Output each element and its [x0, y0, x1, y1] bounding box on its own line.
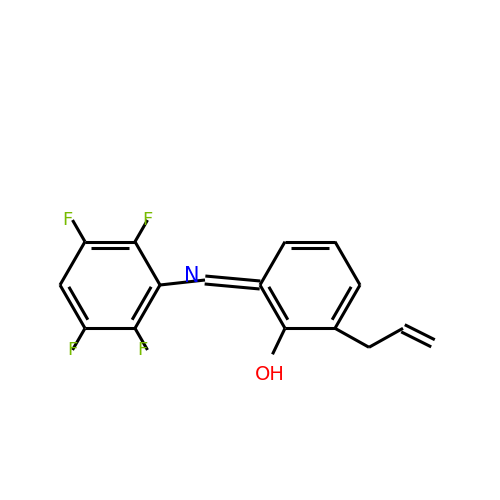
Text: OH: OH — [255, 366, 285, 384]
Text: F: F — [138, 341, 147, 359]
Text: F: F — [142, 211, 152, 229]
Text: F: F — [68, 341, 78, 359]
Text: F: F — [62, 211, 72, 229]
Text: N: N — [184, 266, 200, 286]
